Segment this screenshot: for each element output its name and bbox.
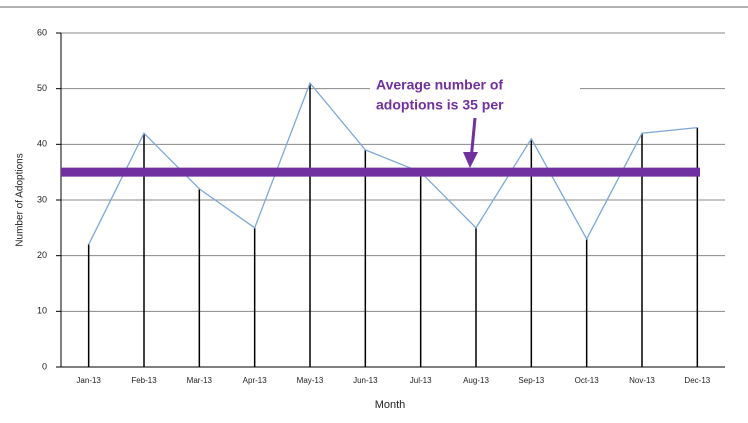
annotation-bg bbox=[370, 74, 580, 114]
x-axis-label: Month bbox=[375, 399, 406, 411]
x-tick-label: Mar-13 bbox=[187, 376, 213, 385]
y-tick-label: 20 bbox=[37, 250, 47, 260]
y-tick-label: 60 bbox=[37, 27, 47, 37]
x-tick-label: Feb-13 bbox=[131, 376, 157, 385]
y-tick-label: 50 bbox=[37, 83, 47, 93]
y-tick-label: 30 bbox=[37, 194, 47, 204]
x-tick-label: Jul-13 bbox=[410, 376, 432, 385]
x-tick-label: Nov-13 bbox=[629, 376, 655, 385]
x-tick-label: Oct-13 bbox=[575, 376, 600, 385]
annotation: Average number of bbox=[376, 77, 503, 93]
x-tick-label: Dec-13 bbox=[684, 376, 710, 385]
y-tick-label: 40 bbox=[37, 139, 47, 149]
y-tick-label: 0 bbox=[42, 361, 47, 371]
data-line bbox=[88, 81, 698, 245]
y-tick-label: 10 bbox=[37, 306, 47, 316]
annotation-arrowhead bbox=[463, 152, 478, 168]
y-axis-label: Number of Adoptions bbox=[15, 153, 26, 246]
x-tick-label: Aug-13 bbox=[463, 376, 489, 385]
x-tick-label: Jan-13 bbox=[76, 376, 101, 385]
annotation: adoptions is 35 per bbox=[376, 97, 504, 113]
x-tick-label: Jun-13 bbox=[353, 376, 378, 385]
x-tick-label: Sep-13 bbox=[518, 376, 544, 385]
x-tick-label: Apr-13 bbox=[243, 376, 268, 385]
x-tick-label: May-13 bbox=[297, 376, 324, 385]
